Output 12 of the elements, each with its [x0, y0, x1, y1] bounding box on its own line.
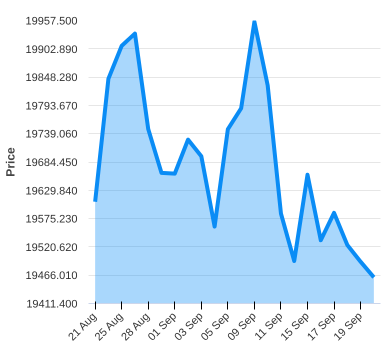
y-tick-label: 19684.450	[26, 157, 78, 169]
y-tick-label: 19411.400	[26, 298, 78, 310]
y-tick-label: 19629.840	[26, 185, 78, 198]
y-tick-label: 19957.500	[26, 16, 78, 28]
y-tick-label: 19902.890	[26, 44, 78, 56]
y-tick-label: 19793.670	[26, 100, 78, 112]
y-tick-label: 19466.010	[26, 270, 78, 282]
y-tick-label: 19848.280	[26, 72, 78, 84]
y-axis-title: Price	[4, 146, 18, 177]
y-tick-label: 19520.620	[26, 242, 78, 254]
y-tick-label: 19739.060	[26, 128, 78, 141]
y-tick-label: 19575.230	[26, 214, 78, 226]
